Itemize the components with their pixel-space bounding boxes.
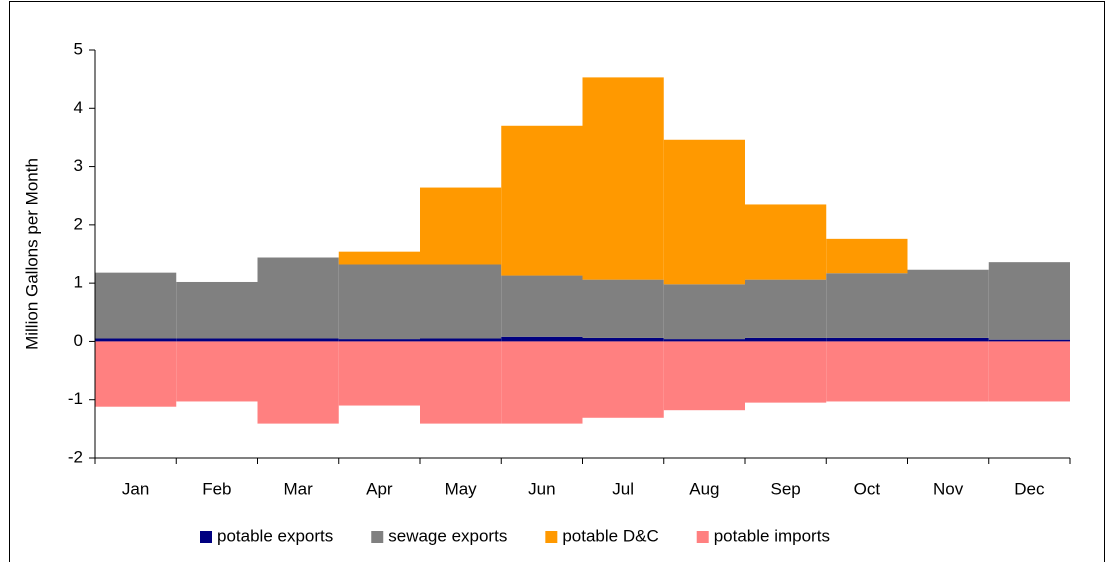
bar-segment	[745, 204, 827, 280]
bar-segment	[257, 341, 339, 424]
legend-label: potable D&C	[562, 526, 658, 545]
bar-segment	[501, 341, 583, 424]
y-tick-label: -2	[68, 447, 83, 466]
bar-segment	[338, 339, 420, 342]
bar-segment	[338, 251, 420, 265]
x-tick-label: Jul	[612, 479, 634, 498]
bar-segment	[826, 273, 908, 338]
x-tick-label: Aug	[689, 479, 719, 498]
x-tick-label: Apr	[366, 479, 393, 498]
x-tick-label: Nov	[933, 479, 964, 498]
y-tick-label: 0	[74, 331, 83, 350]
bar-segment	[95, 272, 177, 339]
y-tick-label: 1	[74, 273, 83, 292]
y-tick-label: 4	[74, 98, 83, 117]
bar-segment	[420, 187, 502, 265]
bar-segment	[745, 337, 827, 342]
chart-frame	[9, 1, 1105, 567]
bar-segment	[176, 281, 258, 339]
bar-segment	[338, 264, 420, 340]
bar-segment	[501, 336, 583, 342]
bar-segment	[176, 338, 258, 342]
bar-segment	[907, 269, 989, 338]
bar-segment	[907, 337, 989, 342]
bar-segment	[745, 341, 827, 403]
legend-swatch	[200, 531, 212, 543]
bar-segment	[420, 341, 502, 424]
legend-label: potable imports	[714, 526, 830, 545]
legend-swatch	[371, 531, 384, 543]
y-tick-label: 2	[74, 214, 83, 233]
bar-segment	[988, 339, 1070, 342]
x-tick-label: May	[445, 479, 478, 498]
y-axis-label: Million Gallons per Month	[22, 158, 41, 350]
legend-label: potable exports	[217, 526, 333, 545]
bar-segment	[501, 275, 583, 337]
bar-segment	[176, 341, 258, 402]
x-tick-label: Feb	[202, 479, 231, 498]
x-tick-label: Dec	[1014, 479, 1045, 498]
legend-swatch	[696, 531, 709, 543]
bar-segment	[582, 337, 664, 342]
bar-segment	[907, 341, 989, 402]
x-tick-label: Mar	[283, 479, 313, 498]
bar-segment	[988, 262, 1070, 340]
bar-segment	[257, 338, 339, 342]
bar-segment	[257, 257, 339, 339]
bar-segment	[826, 337, 908, 342]
legend-swatch	[545, 531, 558, 543]
x-tick-label: Sep	[771, 479, 801, 498]
bar-segment	[988, 341, 1070, 402]
bar-segment	[338, 341, 420, 406]
bar-segment	[420, 264, 502, 339]
bar-segment	[663, 339, 745, 342]
bar-segment	[95, 338, 177, 342]
bar-segment	[582, 77, 664, 280]
bar-segment	[420, 338, 502, 342]
bar-segment	[663, 341, 745, 411]
x-tick-label: Oct	[854, 479, 881, 498]
bar-segment	[501, 125, 583, 276]
y-tick-label: 5	[74, 39, 83, 58]
y-tick-label: -1	[68, 389, 83, 408]
bar-segment	[826, 341, 908, 402]
bar-segment	[745, 279, 827, 338]
bar-segment	[663, 284, 745, 340]
bar-segment	[826, 238, 908, 274]
bar-segment	[582, 341, 664, 418]
x-tick-label: Jan	[122, 479, 149, 498]
bar-segment	[663, 139, 745, 285]
x-tick-label: Jun	[528, 479, 555, 498]
bar-segment	[582, 279, 664, 338]
bar-segment	[95, 341, 177, 407]
y-tick-label: 3	[74, 156, 83, 175]
legend-label: sewage exports	[388, 526, 507, 545]
